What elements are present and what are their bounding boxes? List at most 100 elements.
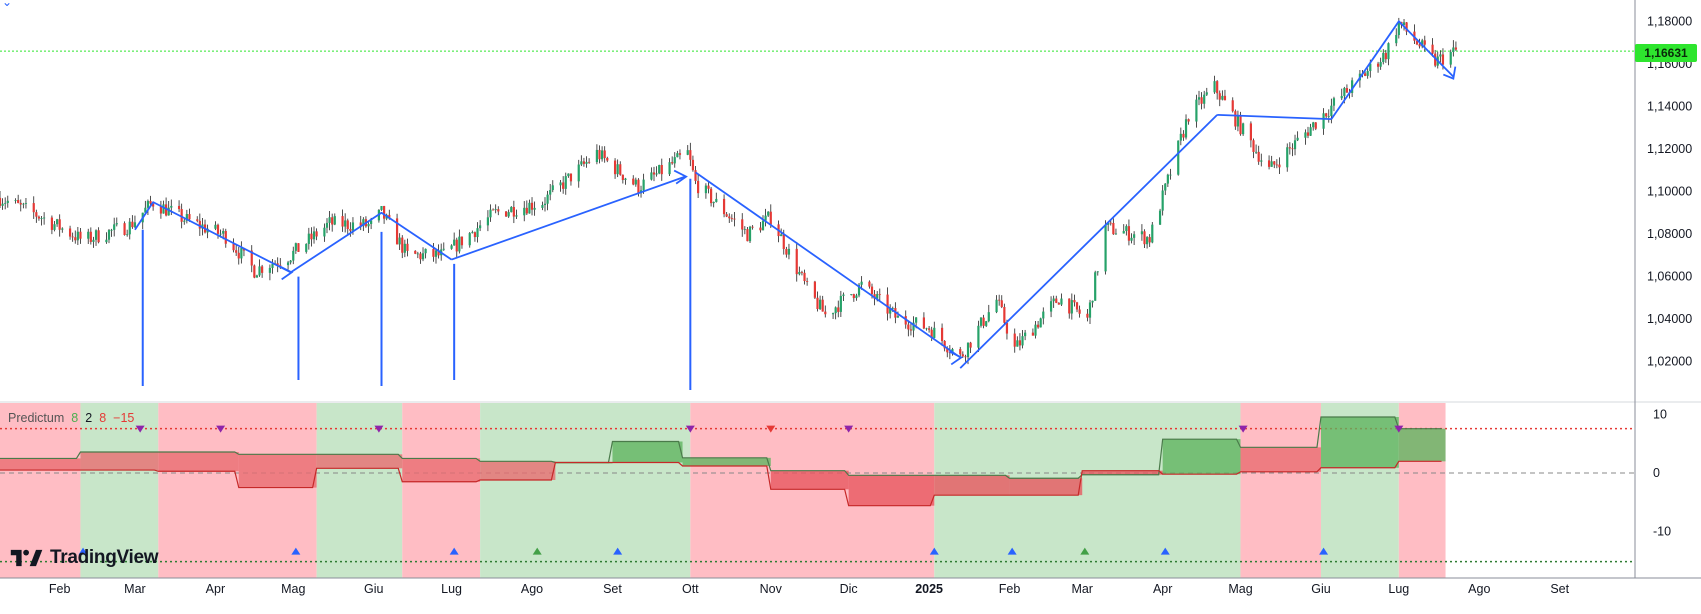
candle-body <box>1182 133 1185 138</box>
candle-body <box>782 234 785 250</box>
candle-body <box>1366 71 1369 76</box>
candle-body <box>406 243 409 251</box>
candle-body <box>305 243 308 252</box>
price-tick-label: 1,14000 <box>1647 99 1692 113</box>
candle-body <box>1216 81 1219 94</box>
signal-up-triangle <box>532 547 542 555</box>
candle-body <box>632 178 635 185</box>
time-tick-label: Giu <box>1311 582 1331 596</box>
candle-body <box>232 243 235 251</box>
price-tick-label: 1,04000 <box>1647 312 1692 326</box>
trend-arrowhead <box>948 350 963 366</box>
candle-body <box>453 239 456 246</box>
candle-body <box>580 161 583 165</box>
candle-body <box>707 185 710 189</box>
candle-body <box>959 349 962 355</box>
candle-body <box>349 229 352 231</box>
candle-body <box>1021 336 1024 346</box>
indicator-band-segment <box>1009 478 1083 496</box>
indicator-plot <box>0 416 1635 563</box>
candle-body <box>279 264 282 266</box>
candle-body <box>748 226 752 242</box>
candle-body <box>180 209 183 222</box>
candle-body <box>1133 234 1136 238</box>
candle-body <box>214 224 217 229</box>
candle-body <box>876 294 879 299</box>
candle-body <box>733 218 736 220</box>
candle-body <box>559 182 562 186</box>
indicator-band-segment <box>480 461 556 480</box>
axes: 100-101,180001,160001,140001,120001,1000… <box>2 0 1692 596</box>
candle-body <box>71 236 74 238</box>
candle-body <box>946 348 949 353</box>
candle-body <box>1449 51 1452 65</box>
candle-body <box>1042 311 1045 319</box>
candle-body <box>1096 271 1099 273</box>
candle-body <box>1231 100 1234 112</box>
candle-body <box>37 216 41 219</box>
candle-body <box>380 206 383 210</box>
candle-body <box>1239 115 1242 135</box>
candle-body <box>258 266 261 276</box>
candle-body <box>751 226 754 228</box>
candle-body <box>289 260 292 263</box>
indicator-param-4: −15 <box>113 411 135 425</box>
time-tick-label: Dic <box>840 582 858 596</box>
candle-body <box>1296 137 1299 141</box>
candle-body <box>1402 22 1406 26</box>
candle-body <box>110 229 113 231</box>
candle-body <box>585 161 588 164</box>
candle-body <box>414 250 417 254</box>
candle-body <box>1177 140 1180 175</box>
candle-body <box>468 233 471 246</box>
indicator-param-3: 8 <box>99 411 107 425</box>
candle-body <box>712 201 715 204</box>
candle-body <box>497 209 500 212</box>
candle-body <box>831 313 835 315</box>
candle-body <box>458 236 461 252</box>
candle-body <box>1164 183 1167 191</box>
indicator-legend[interactable]: Predictum 8 2 8 −15 <box>8 411 134 425</box>
time-tick-label: Lug <box>441 582 462 596</box>
signal-down-triangle <box>374 425 384 433</box>
candle-body <box>1107 222 1110 225</box>
candle-body <box>1184 119 1188 138</box>
candle-body <box>292 250 295 261</box>
price-tick-label: 1,18000 <box>1647 14 1692 28</box>
indicator-tick-label: 10 <box>1653 408 1667 422</box>
candle-body <box>634 179 637 185</box>
indicator-band-segment <box>612 441 683 463</box>
candle-body <box>857 284 861 296</box>
candle-body <box>344 220 347 227</box>
candle-body <box>43 217 46 219</box>
candle-body <box>577 164 580 182</box>
candle-body <box>455 239 458 252</box>
time-tick-label: Lug <box>1388 582 1409 596</box>
candle-body <box>24 203 28 204</box>
candle-body <box>603 150 606 158</box>
candle-body <box>995 299 998 313</box>
trend-line <box>695 171 961 359</box>
candle-body <box>769 211 772 225</box>
tradingview-watermark[interactable]: TradingView <box>10 547 159 569</box>
candle-body <box>1145 237 1149 245</box>
price-tick-label: 1,10000 <box>1647 184 1692 198</box>
candle-body <box>1275 164 1278 166</box>
candle-body <box>494 209 497 211</box>
candle-body <box>133 222 137 228</box>
candle-body <box>1169 174 1172 176</box>
candle-body <box>1078 309 1081 314</box>
candle-body <box>761 220 765 231</box>
candle-body <box>504 211 508 217</box>
grid-lines <box>0 0 1701 579</box>
candle-body <box>1379 62 1382 67</box>
candle-body <box>1270 161 1273 167</box>
candle-body <box>367 223 370 227</box>
candle-body <box>1267 160 1271 167</box>
candle-body <box>19 202 22 205</box>
candle-body <box>1330 105 1333 117</box>
trend-line <box>1217 113 1332 121</box>
candle-body <box>276 263 279 265</box>
time-tick-label: Ago <box>1468 582 1490 596</box>
